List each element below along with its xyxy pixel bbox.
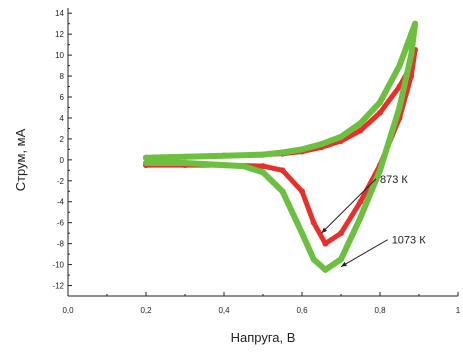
series-point-873k bbox=[377, 109, 383, 116]
y-tick-label: 6 bbox=[60, 93, 65, 102]
series-point-873k bbox=[322, 240, 329, 247]
x-tick-label: 0,4 bbox=[218, 306, 230, 315]
annotation-arrowhead bbox=[321, 227, 328, 234]
series-point-1073k bbox=[408, 31, 415, 38]
annotation-arrow bbox=[321, 178, 377, 234]
series-point-1073k bbox=[338, 256, 344, 263]
series-point-873k bbox=[338, 230, 344, 237]
y-tick-label: 8 bbox=[60, 72, 65, 81]
series-point-1073k bbox=[260, 169, 266, 176]
series-point-1073k bbox=[299, 230, 305, 237]
series-point-1073k bbox=[357, 120, 364, 127]
x-tick-label: 0,6 bbox=[296, 306, 308, 315]
series-point-1073k bbox=[408, 52, 415, 59]
x-axis-title: Напруга, В bbox=[231, 330, 296, 345]
x-tick-label: 1 bbox=[456, 306, 461, 315]
series-point-1073k bbox=[322, 266, 329, 273]
series-point-1073k bbox=[396, 104, 403, 111]
series-point-1073k bbox=[338, 133, 344, 140]
series-point-1073k bbox=[310, 256, 317, 263]
y-tick-label: 0 bbox=[60, 156, 65, 165]
y-tick-label: -12 bbox=[52, 282, 64, 291]
annotation-label: 873 К bbox=[380, 174, 408, 186]
series-line-1073k bbox=[143, 20, 419, 273]
y-tick-label: 14 bbox=[55, 9, 64, 18]
y-tick-label: 10 bbox=[55, 51, 64, 60]
series-point-1073k bbox=[240, 163, 247, 170]
series-point-873k bbox=[357, 127, 364, 134]
series-line-873k bbox=[143, 47, 418, 247]
series-point-873k bbox=[357, 198, 364, 205]
series-point-1073k bbox=[143, 159, 149, 166]
series-point-1073k bbox=[279, 149, 286, 156]
series-point-1073k bbox=[182, 159, 188, 166]
y-tick-label: -2 bbox=[57, 177, 65, 186]
series-point-1073k bbox=[221, 162, 227, 169]
series-point-1073k bbox=[377, 167, 383, 174]
series-point-873k bbox=[279, 167, 286, 174]
series-point-1073k bbox=[377, 99, 383, 106]
series-point-1073k bbox=[357, 214, 364, 221]
series-point-1073k bbox=[299, 146, 305, 153]
annotation-arrow bbox=[340, 239, 388, 268]
x-tick-label: 0,8 bbox=[374, 306, 386, 315]
series-point-873k bbox=[299, 188, 305, 195]
y-tick-label: 12 bbox=[55, 30, 64, 39]
series-point-1073k bbox=[279, 188, 286, 195]
y-tick-label: -6 bbox=[57, 219, 65, 228]
series-point-1073k bbox=[318, 141, 325, 148]
y-axis-title: Струм, мА bbox=[13, 128, 28, 191]
x-tick-label: 0,2 bbox=[140, 306, 152, 315]
series-point-873k bbox=[310, 219, 317, 226]
y-tick-label: -10 bbox=[52, 261, 64, 270]
y-tick-label: 2 bbox=[60, 135, 65, 144]
series-point-1073k bbox=[182, 153, 188, 160]
annotation-label: 1073 К bbox=[392, 235, 427, 247]
y-tick-label: -8 bbox=[57, 240, 65, 249]
x-tick-label: 0,0 bbox=[62, 306, 74, 315]
series-point-1073k bbox=[260, 151, 266, 158]
series-point-1073k bbox=[221, 152, 227, 159]
y-tick-label: 4 bbox=[60, 114, 65, 123]
annotation-arrowhead bbox=[341, 261, 347, 267]
series-point-873k bbox=[260, 163, 266, 170]
series-point-1073k bbox=[412, 20, 419, 27]
series-point-1073k bbox=[143, 154, 149, 161]
y-tick-label: -4 bbox=[57, 198, 65, 207]
series-point-1073k bbox=[396, 62, 403, 69]
